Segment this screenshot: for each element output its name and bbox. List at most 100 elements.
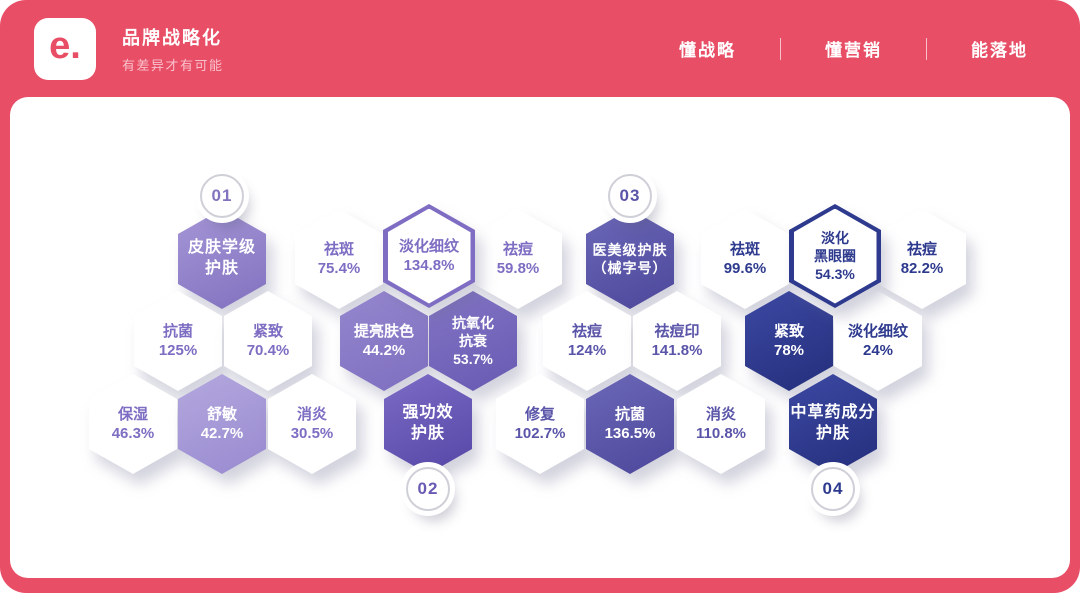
hex-line: 78%	[773, 342, 805, 359]
hex-line: 皮肤学级	[187, 239, 256, 257]
menu-separator	[926, 37, 927, 60]
hex-line: 抗氧化	[452, 314, 494, 331]
cluster-3-badge: 03	[608, 174, 652, 218]
hex-c1-anti-inflammation: 消炎 30.5%	[268, 374, 356, 474]
hex-c4-fine-line-fading: 淡化细纹 24%	[834, 291, 922, 391]
menu-separator	[780, 37, 781, 60]
badge-number: 03	[619, 186, 641, 205]
hex-c2-brightening: 提亮肤色 44.2%	[340, 291, 428, 391]
hex-line: 舒敏	[206, 405, 237, 423]
hex-line: 30.5%	[290, 425, 334, 442]
hex-c2-fine-line-fading: 淡化细纹 134.8%	[383, 204, 475, 308]
hexagon-shape: 抗菌 136.5%	[586, 374, 674, 474]
hexagon-shape: 淡化 黑眼圈 54.3%	[789, 204, 881, 308]
hexagon-shape: 紧致 78%	[745, 291, 833, 391]
hex-line: 54.3%	[815, 266, 855, 283]
hex-c4-acne: 祛痘 82.2%	[878, 209, 966, 309]
hex-line: 修复	[524, 405, 555, 423]
hexagon-shape: 强功效 护肤	[384, 374, 472, 474]
hex-line: 141.8%	[651, 342, 703, 359]
hexagon-shape: 舒敏 42.7%	[178, 374, 266, 474]
hex-line: 祛痘	[906, 240, 937, 258]
hexagon-shape: 保湿 46.3%	[89, 374, 177, 474]
hex-c1-antibacterial: 抗菌 125%	[134, 291, 222, 391]
header-menu: 懂战略 懂营销 能落地	[679, 36, 1046, 61]
hex-c1-soothing: 舒敏 42.7%	[178, 374, 266, 474]
hexagon-shape: 淡化细纹 134.8%	[383, 204, 475, 308]
hex-line: 110.8%	[695, 425, 747, 442]
hex-line: 70.4%	[246, 342, 290, 359]
hex-line: 护肤	[204, 260, 239, 277]
hex-c1-moisturizing: 保湿 46.3%	[89, 374, 177, 474]
brand-logo: e.	[34, 17, 96, 80]
hex-line: 抗菌	[614, 405, 645, 423]
hex-c4-dark-circle-fading: 淡化 黑眼圈 54.3%	[789, 204, 881, 308]
hex-line: 24%	[862, 342, 894, 359]
hex-line: 42.7%	[200, 425, 244, 442]
hex-c1-title-dermatology-skincare: 皮肤学级 护肤	[178, 209, 266, 309]
hexagon-shape: 祛痘印 141.8%	[633, 291, 721, 391]
hexagon-shape: 修复 102.7%	[496, 374, 584, 474]
badge-number: 02	[417, 479, 439, 498]
hex-line: 44.2%	[362, 342, 406, 359]
menu-item-strategy: 懂战略	[679, 41, 736, 60]
hex-c4-spot-fading: 祛斑 99.6%	[701, 209, 789, 309]
hex-line: 护肤	[410, 425, 445, 442]
hex-line: 护肤	[815, 425, 850, 442]
cluster-1-badge: 01	[200, 174, 244, 218]
hex-line: 强功效	[402, 404, 454, 422]
hex-c3-anti-inflammation: 消炎 110.8%	[677, 374, 765, 474]
hex-line: 紧致	[252, 322, 283, 340]
hexagon-shape: 消炎 110.8%	[677, 374, 765, 474]
hex-line: 消炎	[296, 405, 327, 423]
badge-number: 04	[822, 479, 844, 498]
hex-line: 淡化	[821, 229, 849, 246]
hex-c3-acne-mark: 祛痘印 141.8%	[633, 291, 721, 391]
hex-line: 136.5%	[604, 425, 656, 442]
hex-line: 82.2%	[900, 260, 944, 277]
hex-line: 59.8%	[496, 260, 540, 277]
hex-c2-antioxidant-antiaging: 抗氧化 抗衰 53.7%	[429, 291, 517, 391]
hexagon-shape: 祛痘 124%	[543, 291, 631, 391]
hex-line: 医美级护肤	[592, 241, 668, 258]
header-titles: 品牌战略化 有差异才有可能	[122, 24, 224, 74]
hex-line: 祛斑	[729, 240, 760, 258]
hex-line: 124%	[567, 342, 607, 359]
hex-line: 提亮肤色	[353, 322, 414, 340]
hex-line: 102.7%	[514, 425, 566, 442]
hex-c3-title-medical-grade-skincare: 医美级护肤 （械字号）	[586, 209, 674, 309]
hex-line: 46.3%	[111, 425, 155, 442]
hex-line: 保湿	[117, 405, 148, 423]
hexagon-shape: 祛痘 82.2%	[878, 209, 966, 309]
hex-line: 祛痘	[502, 240, 533, 258]
hex-line: 抗菌	[162, 322, 193, 340]
hex-line: 抗衰	[459, 332, 487, 349]
hexagon-shape: 淡化细纹 24%	[834, 291, 922, 391]
hex-c4-title-herbal-ingredient-skincare: 中草药成分 护肤	[789, 374, 877, 474]
hex-line: 黑眼圈	[814, 247, 856, 264]
page-subtitle: 有差异才有可能	[122, 57, 224, 73]
hex-line: 99.6%	[723, 260, 767, 277]
hex-c2-acne: 祛痘 59.8%	[474, 209, 562, 309]
hex-line: 125%	[158, 342, 198, 359]
cluster-4-badge: 04	[811, 467, 855, 511]
hex-line: 消炎	[705, 405, 736, 423]
cluster-2-badge: 02	[406, 467, 450, 511]
header-bar: e. 品牌战略化 有差异才有可能 懂战略 懂营销 能落地	[0, 0, 1080, 97]
hex-c3-antibacterial: 抗菌 136.5%	[586, 374, 674, 474]
hex-line: （械字号）	[592, 260, 668, 276]
hex-c3-acne: 祛痘 124%	[543, 291, 631, 391]
badge-number: 01	[211, 186, 233, 205]
hex-c2-spot-fading: 祛斑 75.4%	[295, 209, 383, 309]
hexagon-shape: 中草药成分 护肤	[789, 374, 877, 474]
hex-c2-title-strong-efficacy-skincare: 强功效 护肤	[384, 374, 472, 474]
hex-c4-firming: 紧致 78%	[745, 291, 833, 391]
page-title: 品牌战略化	[122, 27, 222, 48]
hex-line: 紧致	[773, 322, 804, 340]
hex-line: 134.8%	[403, 257, 455, 274]
hex-line: 祛痘印	[654, 322, 700, 340]
hex-c1-firming: 紧致 70.4%	[224, 291, 312, 391]
menu-item-marketing: 懂营销	[825, 41, 882, 60]
